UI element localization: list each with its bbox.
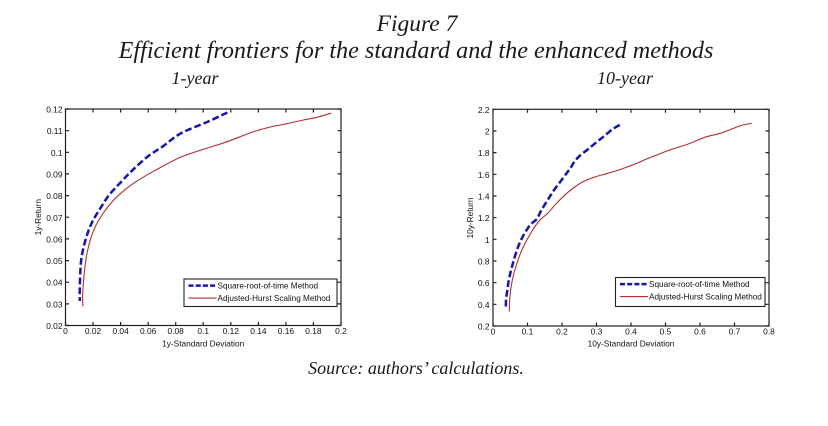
svg-text:0.02: 0.02 xyxy=(85,326,102,336)
svg-text:0.06: 0.06 xyxy=(46,234,63,244)
svg-text:0.12: 0.12 xyxy=(223,326,240,336)
svg-text:0.5: 0.5 xyxy=(660,327,672,337)
svg-text:0: 0 xyxy=(63,326,68,336)
svg-text:10y-Standard Deviation: 10y-Standard Deviation xyxy=(588,339,675,349)
svg-text:0.05: 0.05 xyxy=(46,256,63,266)
svg-text:0.18: 0.18 xyxy=(305,326,322,336)
svg-text:0.6: 0.6 xyxy=(478,278,490,288)
svg-text:1y-Return: 1y-Return xyxy=(33,199,43,236)
svg-text:Square-root-of-time Method: Square-root-of-time Method xyxy=(218,281,319,290)
svg-text:1: 1 xyxy=(485,235,490,245)
svg-text:0.2: 0.2 xyxy=(556,327,568,337)
svg-text:0.1: 0.1 xyxy=(522,327,534,337)
svg-text:1.8: 1.8 xyxy=(478,148,490,158)
svg-text:0.14: 0.14 xyxy=(250,326,267,336)
svg-text:0.11: 0.11 xyxy=(47,126,63,136)
svg-text:0.04: 0.04 xyxy=(112,326,129,336)
svg-text:2.2: 2.2 xyxy=(478,105,490,115)
svg-text:1.4: 1.4 xyxy=(478,192,490,202)
svg-text:10y-Return: 10y-Return xyxy=(465,197,475,238)
svg-text:0.06: 0.06 xyxy=(140,326,157,336)
svg-text:0.2: 0.2 xyxy=(478,322,490,332)
svg-text:0.1: 0.1 xyxy=(51,148,63,158)
svg-text:0.03: 0.03 xyxy=(46,299,63,309)
svg-text:Adjusted-Hurst Scaling Method: Adjusted-Hurst Scaling Method xyxy=(649,292,762,301)
svg-text:0.07: 0.07 xyxy=(46,213,63,223)
svg-text:0.04: 0.04 xyxy=(46,278,63,288)
svg-text:1.6: 1.6 xyxy=(478,170,490,180)
svg-text:0.4: 0.4 xyxy=(625,327,637,337)
svg-text:0.12: 0.12 xyxy=(46,105,63,115)
svg-text:0: 0 xyxy=(491,327,496,337)
svg-text:0.6: 0.6 xyxy=(694,327,706,337)
svg-text:0.4: 0.4 xyxy=(478,300,490,310)
svg-text:0.3: 0.3 xyxy=(591,327,603,337)
svg-text:0.8: 0.8 xyxy=(478,257,490,267)
svg-text:0.8: 0.8 xyxy=(763,327,775,337)
svg-text:0.08: 0.08 xyxy=(168,326,185,336)
svg-text:1.2: 1.2 xyxy=(478,213,490,223)
svg-text:0.02: 0.02 xyxy=(46,321,63,331)
svg-text:0.09: 0.09 xyxy=(46,170,63,180)
svg-text:Square-root-of-time Method: Square-root-of-time Method xyxy=(649,280,750,289)
svg-text:0.08: 0.08 xyxy=(46,191,63,201)
svg-text:0.16: 0.16 xyxy=(278,326,295,336)
svg-text:2: 2 xyxy=(485,127,490,137)
svg-text:0.7: 0.7 xyxy=(729,327,741,337)
svg-text:Adjusted-Hurst Scaling Method: Adjusted-Hurst Scaling Method xyxy=(218,294,331,303)
svg-text:1y-Standard Deviation: 1y-Standard Deviation xyxy=(162,339,244,349)
svg-text:0.1: 0.1 xyxy=(197,326,209,336)
svg-text:0.2: 0.2 xyxy=(335,326,347,336)
